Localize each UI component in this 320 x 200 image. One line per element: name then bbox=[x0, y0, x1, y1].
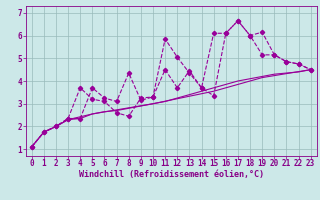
X-axis label: Windchill (Refroidissement éolien,°C): Windchill (Refroidissement éolien,°C) bbox=[79, 170, 264, 179]
